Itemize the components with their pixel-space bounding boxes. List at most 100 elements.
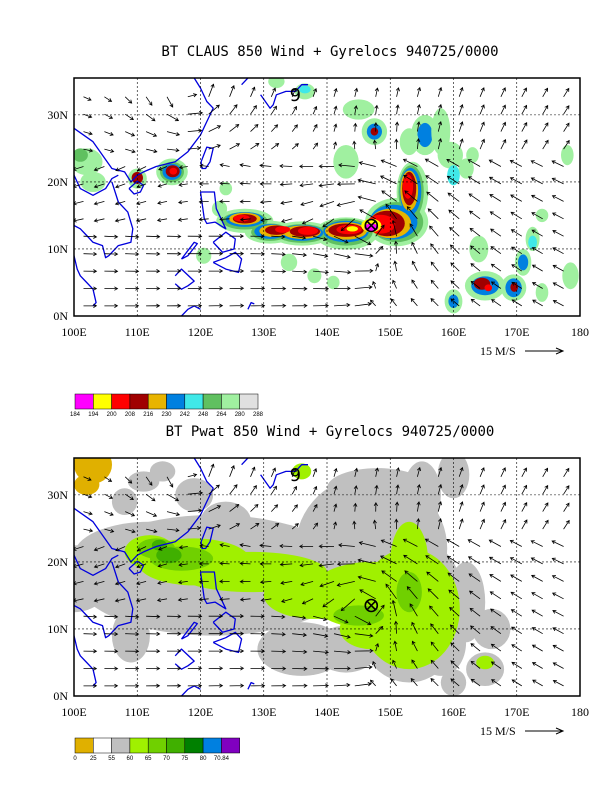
wind-arrow	[425, 555, 439, 565]
wind-arrow	[530, 557, 543, 565]
wind-arrow	[450, 678, 460, 687]
wind-arrow	[375, 245, 384, 254]
pwat-65-70-region	[396, 572, 422, 613]
wind-arrow	[124, 493, 134, 501]
wind-arrow	[93, 218, 105, 223]
wind-arrow	[403, 554, 418, 565]
wind-arrow	[208, 614, 224, 619]
wind-arrow	[229, 648, 245, 654]
wind-arrow	[333, 683, 351, 688]
wind-arrow	[229, 143, 241, 150]
wind-arrow	[542, 484, 549, 495]
wind-arrow	[393, 260, 398, 272]
coastline-segment	[181, 305, 201, 316]
cloud-264-region	[327, 275, 340, 290]
wind-arrow	[187, 111, 204, 116]
wind-arrow	[187, 268, 203, 274]
wind-arrow	[511, 679, 523, 687]
wind-arrow	[74, 183, 84, 189]
wind-arrow	[542, 519, 549, 530]
wind-arrow	[552, 610, 564, 617]
coastline-segment	[74, 78, 214, 183]
colorbar-swatch	[111, 393, 131, 410]
wind-arrow	[178, 580, 188, 585]
wind-arrow	[104, 113, 114, 119]
wind-arrow	[402, 158, 418, 167]
wind-arrow	[166, 251, 182, 256]
wind-arrow	[353, 122, 358, 132]
wind-arrow	[135, 598, 147, 603]
wind-arrow	[393, 620, 399, 634]
wind-arrow	[373, 121, 378, 132]
wind-arrow	[115, 546, 126, 552]
wind-arrow	[93, 201, 105, 206]
wind-arrow	[409, 603, 418, 617]
longitude-label: 110E	[125, 325, 150, 339]
wind-arrow	[125, 269, 140, 274]
wind-arrow	[313, 633, 329, 638]
wind-arrow	[271, 523, 280, 530]
latitude-label: 0N	[53, 689, 68, 703]
wind-arrow	[425, 175, 439, 185]
wind-arrow	[410, 298, 418, 307]
cloud-264-region	[333, 145, 359, 179]
wind-arrow	[395, 484, 400, 495]
wind-arrow	[250, 123, 259, 132]
wind-arrow	[354, 665, 373, 670]
wind-arrow	[219, 163, 230, 168]
wind-arrow	[125, 511, 136, 517]
wind-arrow	[479, 484, 485, 495]
wind-arrow	[229, 631, 245, 636]
wind-arrow	[490, 626, 502, 635]
wind-arrow	[146, 614, 161, 619]
wind-arrow	[510, 229, 523, 237]
wind-arrow	[208, 484, 220, 495]
wind-arrow	[479, 104, 485, 115]
wind-arrow	[259, 579, 272, 585]
wind-arrow	[552, 264, 564, 272]
wind-arrow	[198, 579, 209, 584]
wind-arrow	[313, 270, 329, 275]
wind-arrow	[229, 85, 235, 97]
wind-arrow	[336, 201, 355, 207]
wind-arrow	[104, 511, 114, 516]
wind-arrow	[509, 539, 522, 547]
wind-arrow	[488, 556, 502, 565]
wind-arrow	[410, 678, 418, 687]
wind-arrow	[145, 476, 153, 486]
wind-arrow	[271, 683, 287, 688]
longitude-label: 170E	[504, 705, 529, 719]
wind-arrow	[104, 234, 119, 239]
wind-arrow	[430, 659, 439, 669]
wind-arrow	[187, 303, 203, 308]
wind-arrow	[250, 503, 259, 512]
wind-arrow	[292, 252, 307, 257]
wind-arrow	[458, 121, 464, 132]
wind-arrow	[470, 263, 481, 272]
wind-arrow	[104, 269, 119, 274]
wind-arrow	[104, 631, 119, 637]
wind-arrow	[394, 138, 399, 150]
colorbar-label: 216	[143, 412, 154, 418]
wind-arrow	[394, 121, 400, 132]
wind-arrow	[409, 223, 418, 237]
wind-arrow	[354, 467, 359, 477]
cloud-208-region	[370, 127, 379, 136]
wind-arrow	[178, 200, 188, 205]
wind-arrow	[199, 543, 209, 548]
wind-arrow	[158, 546, 168, 551]
wind-arrow	[271, 234, 286, 239]
wind-arrow	[427, 208, 439, 220]
cloud-200-region	[484, 284, 493, 292]
wind-arrow	[166, 113, 180, 122]
wind-arrow	[411, 659, 418, 669]
colorbar-label: 288	[253, 412, 264, 418]
wind-arrow	[479, 467, 485, 477]
colorbar-swatch	[147, 393, 167, 410]
wind-arrow	[208, 631, 224, 636]
wind-arrow	[381, 570, 397, 582]
wind-arrow	[552, 680, 564, 687]
wind-arrow	[511, 264, 523, 272]
wind-arrow	[229, 303, 245, 308]
wind-arrow	[271, 303, 287, 308]
